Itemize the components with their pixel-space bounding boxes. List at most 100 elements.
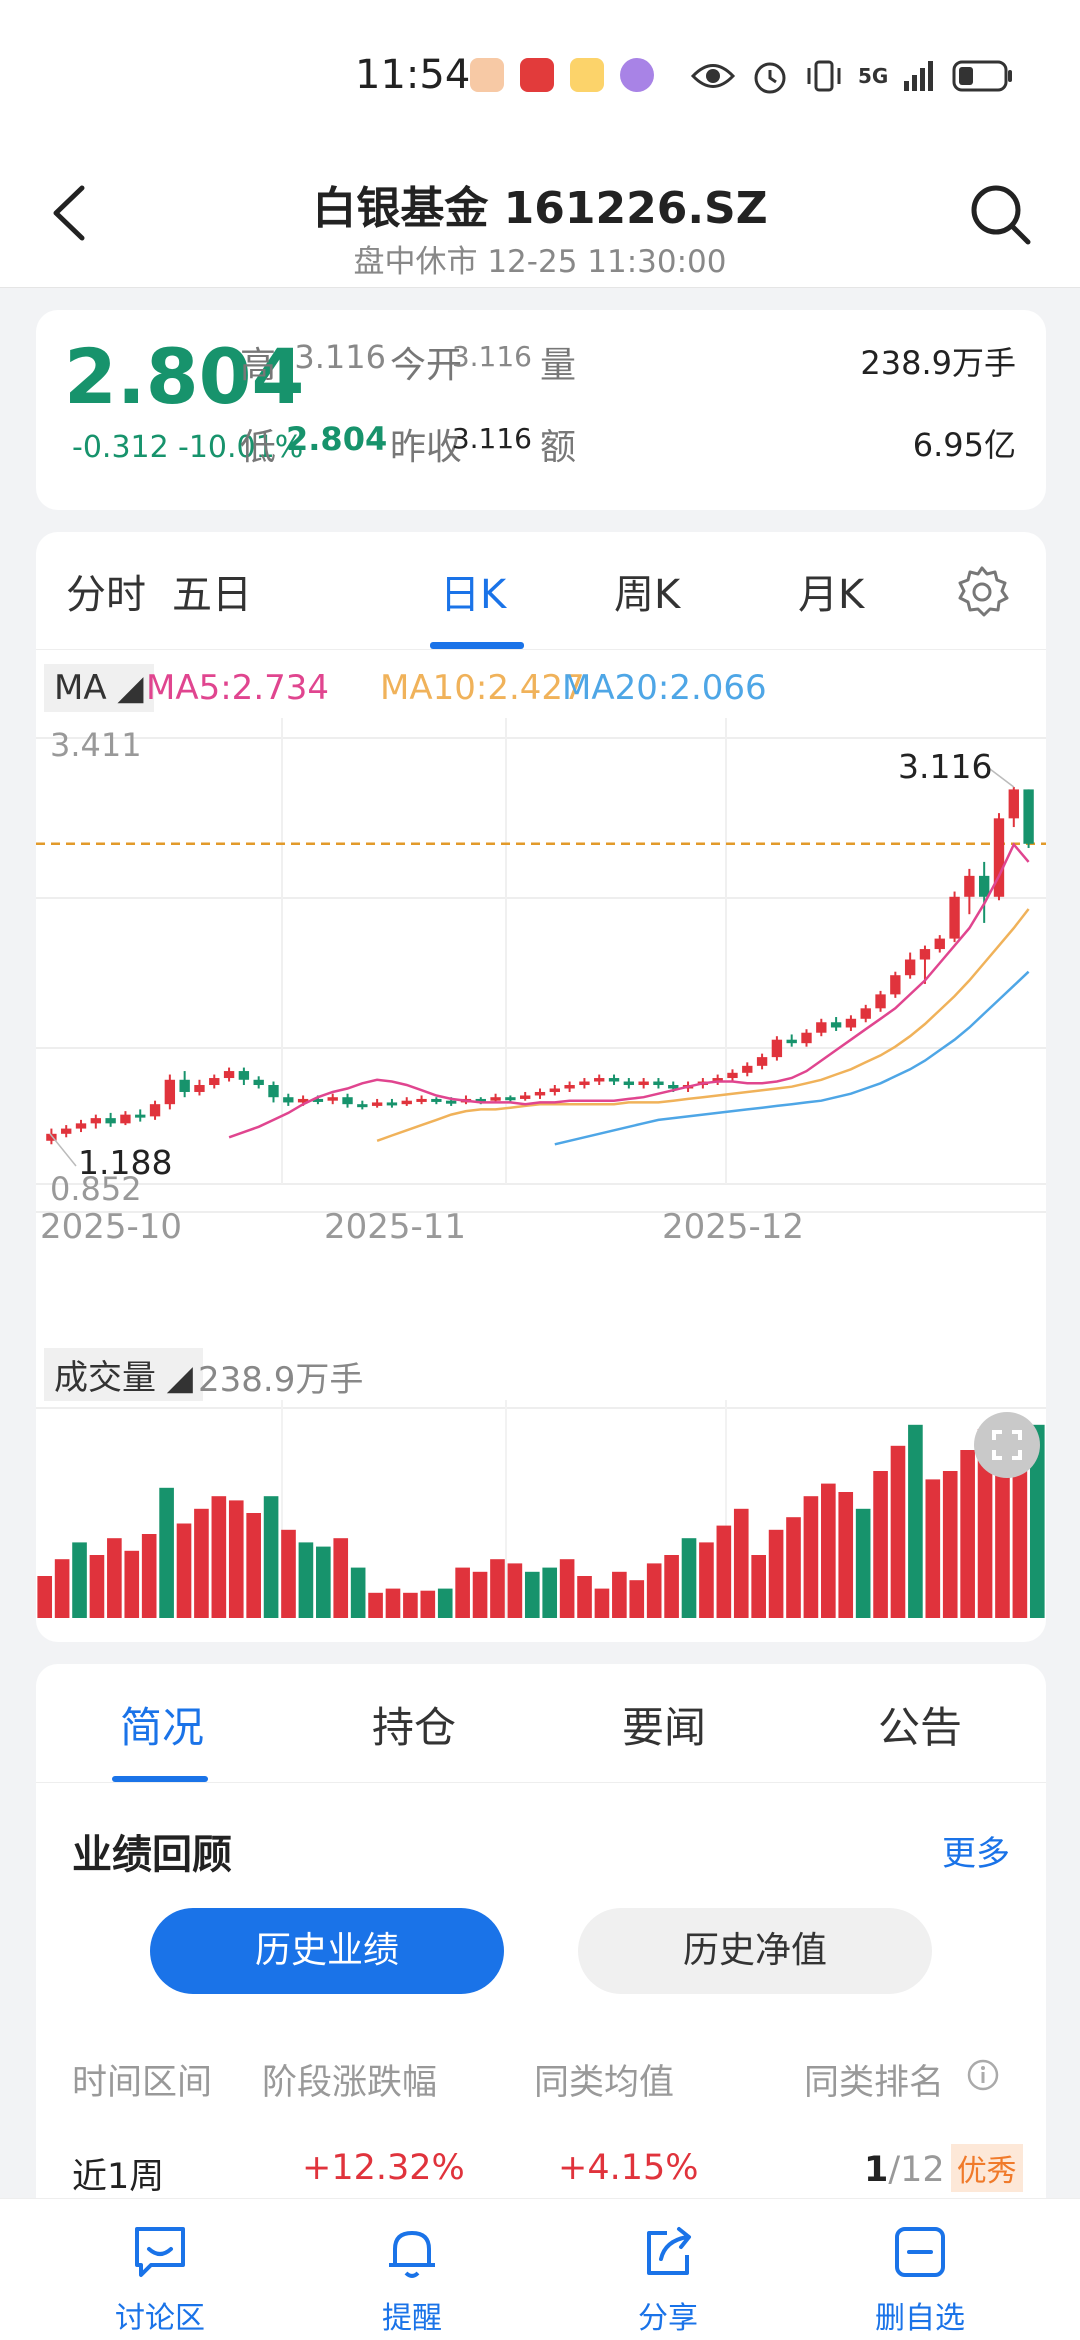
volume-bar (612, 1571, 627, 1618)
tab-monthly-k[interactable]: 月K (798, 572, 865, 618)
history-performance-button[interactable]: 历史业绩 (150, 1908, 504, 1994)
nav-share[interactable]: 分享 (568, 2199, 768, 2337)
candle-body (564, 1085, 575, 1089)
tab-five-day[interactable]: 五日 (172, 572, 252, 618)
quote-card: 2.804 -0.312 -10.01% 高 3.116 今开 3.116 量 … (36, 310, 1046, 510)
nav-bar: 白银基金 161226.SZ 盘中休市 12-25 11:30:00 (0, 150, 1080, 288)
candlestick-chart[interactable]: 3.411 0.852 3.116 1.188 2025-10 2025-11 … (36, 718, 1046, 1344)
current-price: 2.804 (64, 332, 305, 421)
min-price-annotation: 1.188 (78, 1143, 172, 1182)
volume-bar (577, 1576, 592, 1618)
volume-bar (420, 1590, 436, 1618)
tab-announcements[interactable]: 公告 (878, 1703, 963, 1752)
prev-close-value: 3.116 (451, 422, 532, 455)
weather-app-icon (570, 58, 604, 92)
min-annotation-leader (49, 1133, 77, 1167)
nav-remove-watchlist[interactable]: 删自选 (820, 2199, 1020, 2337)
y-axis-min-label: 0.852 (50, 1170, 142, 1208)
tab-overview[interactable]: 简况 (120, 1703, 205, 1752)
chart-card: 分时 五日 日K 周K 月K MA ◢ MA5:2.734 MA10:2.427… (36, 532, 1046, 1642)
volume-bar (263, 1496, 279, 1618)
candle-body (860, 1008, 871, 1019)
tab-news[interactable]: 要闻 (622, 1703, 707, 1752)
max-annotation-leader (985, 765, 1015, 788)
volume-indicator-selector[interactable]: 成交量 ◢ (44, 1348, 203, 1401)
low-value: 2.804 (286, 420, 388, 458)
volume-bar (977, 1429, 993, 1618)
volume-bar (455, 1567, 470, 1618)
signal-icon (904, 61, 934, 91)
volume-bar (368, 1592, 383, 1618)
volume-bar (803, 1496, 819, 1618)
nav-discussion[interactable]: 讨论区 (60, 2199, 260, 2337)
gear-icon[interactable] (952, 562, 1012, 622)
volume-bar (664, 1555, 679, 1618)
volume-bar (437, 1588, 453, 1618)
page-title: 白银基金 161226.SZ (312, 183, 768, 234)
info-icon[interactable] (966, 2058, 1000, 2092)
nav-alert[interactable]: 提醒 (312, 2199, 512, 2337)
tab-intraday[interactable]: 分时 (66, 572, 146, 618)
bottom-nav: 讨论区 提醒 分享 删自选 (0, 2198, 1080, 2340)
news-app-icon (520, 58, 554, 92)
volume-bar (298, 1542, 314, 1618)
volume-bar (1012, 1466, 1028, 1618)
chart-grid (36, 718, 1046, 1213)
share-icon (647, 2227, 691, 2275)
candle-body (919, 949, 931, 960)
volume-bar (995, 1445, 1010, 1618)
candle-body (505, 1097, 516, 1101)
volume-bar (54, 1559, 70, 1618)
candle-body (1008, 789, 1019, 819)
candle-body (135, 1114, 146, 1118)
volume-bar (490, 1559, 505, 1618)
candle-body (742, 1065, 753, 1073)
browser-app-icon (620, 58, 654, 92)
candle-body (816, 1022, 827, 1033)
candle-body (268, 1085, 279, 1098)
candle-body (801, 1032, 812, 1044)
tab-holdings[interactable]: 持仓 (372, 1703, 457, 1752)
candle-body (1023, 789, 1034, 844)
nav-share-label: 分享 (638, 2301, 698, 2336)
candle-body (179, 1079, 190, 1092)
volume-bar (159, 1487, 174, 1618)
candle-body (579, 1081, 590, 1086)
volume-bar (333, 1538, 349, 1618)
rank-total: /12 (888, 2150, 945, 2190)
ma5-value: MA5:2.734 (146, 668, 330, 708)
tab-weekly-k[interactable]: 周K (614, 572, 681, 618)
volume-bar (316, 1546, 331, 1618)
back-icon[interactable] (42, 178, 102, 248)
alarm-icon (754, 62, 786, 94)
candle-body (238, 1071, 250, 1080)
fullscreen-button[interactable] (974, 1412, 1040, 1478)
volume-tag-label: 成交量 (54, 1358, 156, 1398)
volume-bar (246, 1513, 261, 1618)
minus-square-icon (895, 2227, 945, 2277)
volume-bar (594, 1588, 610, 1618)
open-value: 3.116 (451, 340, 532, 373)
chart-period-tabs: 分时 五日 日K 周K 月K (36, 532, 1046, 650)
book-app-icon (470, 58, 504, 92)
ma20-line (554, 970, 1030, 1146)
more-link[interactable]: 更多 (942, 1834, 1010, 1874)
high-value: 3.116 (294, 338, 386, 376)
candle-body (475, 1098, 486, 1102)
tab-daily-k[interactable]: 日K (440, 572, 507, 618)
ma-selector[interactable]: MA ◢ (44, 664, 154, 712)
candle-body (371, 1102, 383, 1106)
volume-bar (524, 1571, 540, 1618)
candle-body (357, 1104, 368, 1108)
ma10-value: MA10:2.427 (380, 668, 585, 708)
volume-bar (194, 1508, 209, 1618)
candle-body (105, 1118, 116, 1124)
candle-body (845, 1018, 857, 1028)
volume-label: 量 (540, 345, 577, 386)
volume-bar (942, 1471, 958, 1618)
price-change: -0.312 (72, 430, 169, 465)
low-label: 低 (240, 427, 277, 468)
search-icon[interactable] (966, 180, 1036, 250)
history-nav-button[interactable]: 历史净值 (578, 1908, 932, 1994)
candle-body (164, 1079, 176, 1105)
